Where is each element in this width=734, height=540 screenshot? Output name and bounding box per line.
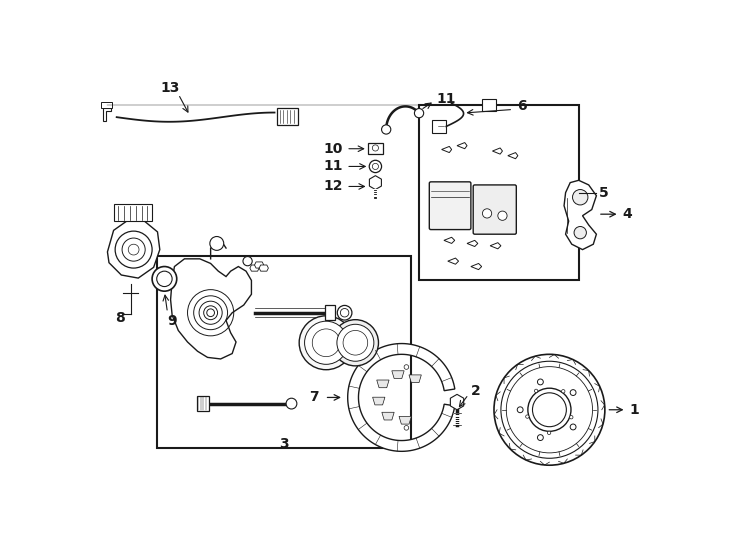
Circle shape [382, 125, 390, 134]
Circle shape [415, 109, 424, 118]
Circle shape [570, 415, 573, 419]
Circle shape [299, 316, 353, 370]
Circle shape [537, 435, 543, 441]
Text: 8: 8 [115, 311, 125, 325]
Bar [418, 105, 578, 280]
Polygon shape [348, 343, 455, 451]
Polygon shape [373, 397, 385, 405]
Polygon shape [564, 180, 597, 249]
Circle shape [562, 389, 565, 393]
Circle shape [305, 321, 348, 365]
FancyBboxPatch shape [429, 182, 471, 230]
Polygon shape [107, 221, 160, 278]
Circle shape [333, 320, 379, 366]
Circle shape [404, 364, 409, 369]
Circle shape [286, 398, 297, 409]
Text: 11: 11 [324, 159, 343, 173]
Polygon shape [101, 102, 112, 108]
Polygon shape [103, 108, 111, 121]
Text: 11: 11 [436, 92, 456, 106]
Circle shape [574, 226, 586, 239]
Circle shape [532, 393, 567, 427]
Circle shape [152, 267, 177, 291]
Text: 6: 6 [517, 99, 527, 113]
Text: 10: 10 [324, 141, 343, 156]
Bar [157, 256, 411, 448]
Polygon shape [409, 375, 421, 383]
Circle shape [537, 379, 543, 385]
Bar [482, 99, 496, 111]
Text: 2: 2 [471, 384, 481, 399]
Circle shape [570, 390, 576, 395]
Text: 13: 13 [161, 81, 181, 95]
Circle shape [243, 256, 252, 266]
Circle shape [548, 431, 550, 435]
Circle shape [338, 306, 352, 320]
Circle shape [573, 190, 588, 205]
Polygon shape [255, 262, 264, 268]
Text: 4: 4 [622, 207, 632, 221]
Circle shape [528, 388, 571, 431]
Bar [114, 204, 152, 221]
Circle shape [210, 237, 224, 251]
Circle shape [369, 160, 382, 173]
Bar [277, 108, 299, 125]
Polygon shape [259, 265, 269, 271]
Circle shape [517, 407, 523, 413]
Circle shape [482, 209, 492, 218]
Polygon shape [369, 176, 382, 190]
Text: 9: 9 [167, 314, 177, 328]
Bar [324, 305, 335, 320]
Circle shape [534, 389, 538, 393]
Polygon shape [392, 371, 404, 379]
Circle shape [498, 211, 507, 220]
Text: 7: 7 [310, 390, 319, 404]
Polygon shape [382, 412, 394, 420]
Circle shape [404, 426, 409, 430]
Circle shape [570, 424, 576, 430]
Circle shape [115, 231, 152, 268]
Text: 3: 3 [279, 437, 288, 451]
Text: 5: 5 [599, 186, 608, 200]
Polygon shape [377, 380, 389, 388]
Circle shape [494, 354, 605, 465]
Bar [197, 396, 209, 411]
Polygon shape [451, 394, 464, 410]
Bar [432, 120, 446, 132]
Polygon shape [250, 265, 259, 271]
Circle shape [526, 415, 529, 419]
Bar [368, 143, 383, 154]
Circle shape [337, 325, 374, 361]
Text: 1: 1 [630, 403, 639, 417]
Polygon shape [170, 259, 252, 359]
Polygon shape [399, 416, 411, 424]
FancyBboxPatch shape [473, 185, 516, 234]
Text: 12: 12 [324, 179, 343, 193]
